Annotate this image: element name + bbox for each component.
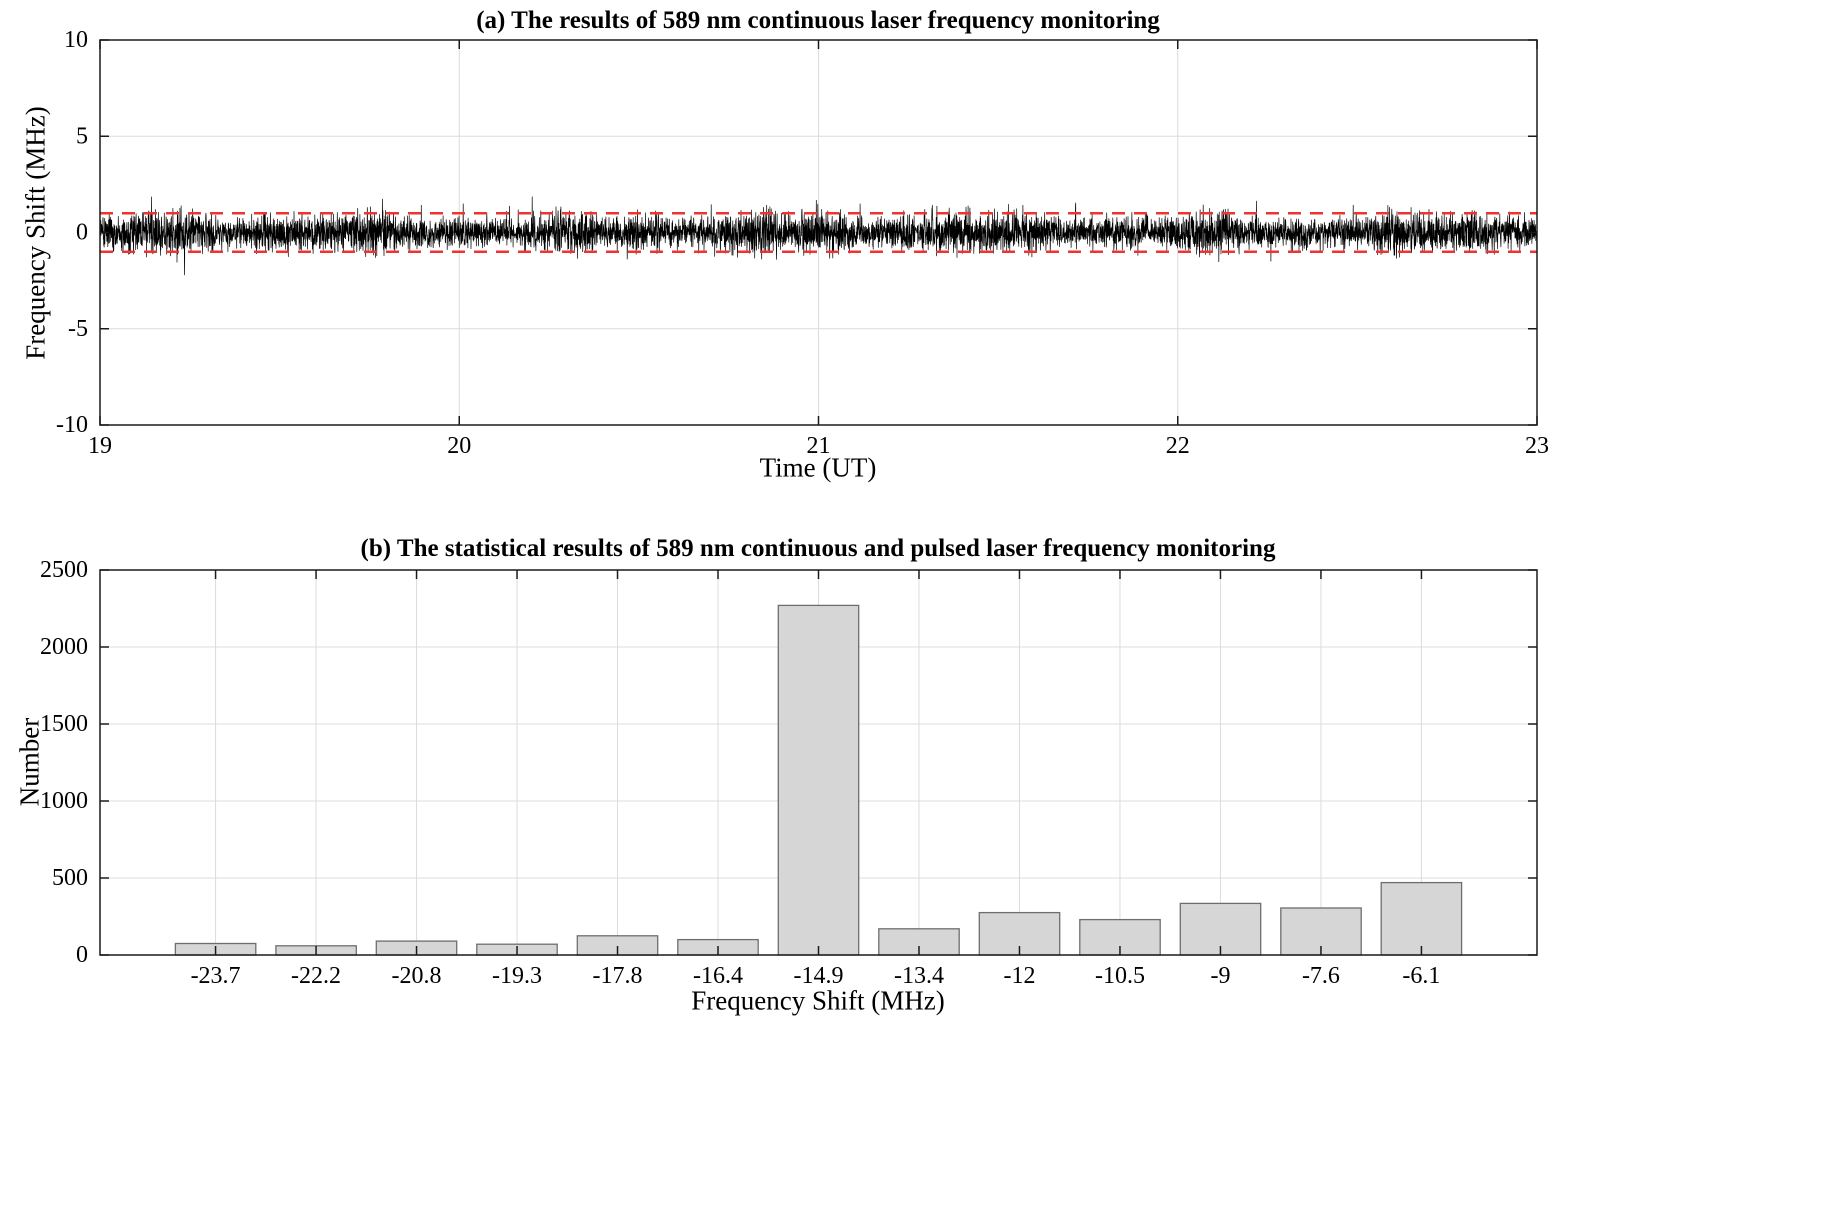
chart-b-bar <box>777 604 860 956</box>
chart-b-xtick-label: -12 <box>1003 963 1035 989</box>
chart-b-xtick-label: -9 <box>1210 963 1230 989</box>
chart-a-title: (a) The results of 589 nm continuous las… <box>476 7 1160 34</box>
chart-a-xtick-label: 20 <box>447 433 471 459</box>
chart-b-xlabel: Frequency Shift (MHz) <box>691 985 945 1016</box>
chart-a-xtick-label: 19 <box>88 433 112 459</box>
chart-b-xtick-label: -19.3 <box>492 963 542 989</box>
chart-a-xtick-label: 21 <box>807 433 831 459</box>
chart-b-ytick-label: 2000 <box>40 634 88 660</box>
chart-b-bar <box>1380 881 1463 956</box>
chart-b-ytick-label: 0 <box>76 942 88 968</box>
chart-b-xtick-label: -23.7 <box>191 963 241 989</box>
chart-a-xtick-label: 22 <box>1166 433 1190 459</box>
chart-b-xtick-label: -7.6 <box>1302 963 1340 989</box>
chart-b-ytick-label: 500 <box>52 865 88 891</box>
chart-b-xtick-label: -14.9 <box>794 963 844 989</box>
chart-b-xtick-label: -6.1 <box>1402 963 1440 989</box>
chart-b-ytick-label: 2500 <box>40 557 88 583</box>
chart-a-ytick-label: -5 <box>68 316 88 342</box>
chart-b-ytick-label: 1000 <box>40 788 88 814</box>
chart-b-xtick-label: -22.2 <box>291 963 341 989</box>
chart-a-noise-series <box>99 196 1538 276</box>
chart-b-ytick-label: 1500 <box>40 711 88 737</box>
chart-a-ytick-label: -10 <box>56 412 88 438</box>
chart-b-xtick-label: -20.8 <box>392 963 442 989</box>
chart-a-xtick-label: 23 <box>1525 433 1549 459</box>
chart-a-ytick-label: 5 <box>76 123 88 149</box>
chart-b-xtick-label: -16.4 <box>693 963 743 989</box>
chart-b-title: (b) The statistical results of 589 nm co… <box>360 535 1276 562</box>
chart-a-xlabel: Time (UT) <box>759 452 877 483</box>
chart-a-ytick-label: 10 <box>64 27 88 53</box>
chart-b-xtick-label: -10.5 <box>1095 963 1145 989</box>
chart-b-xtick-label: -17.8 <box>593 963 643 989</box>
chart-b-xtick-label: -13.4 <box>894 963 944 989</box>
chart-a-ytick-label: 0 <box>76 220 88 246</box>
